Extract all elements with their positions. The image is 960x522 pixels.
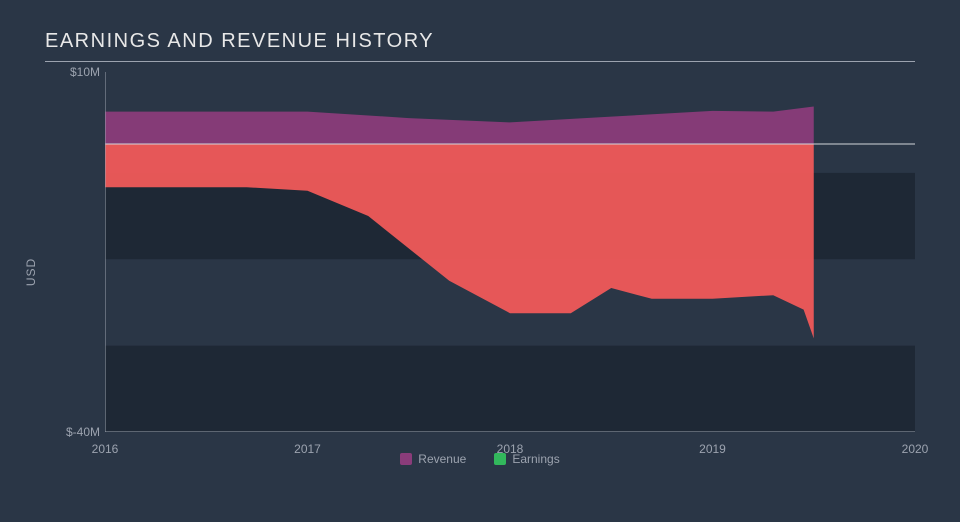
chart-wrap: USD $10M$-40M 20162017201820192020 Reven… xyxy=(45,72,915,472)
y-tick-label: $-40M xyxy=(66,425,100,439)
chart-container: EARNINGS AND REVENUE HISTORY USD $10M$-4… xyxy=(0,0,960,522)
grid-band xyxy=(105,346,915,432)
y-axis-label: USD xyxy=(24,258,38,286)
legend-swatch xyxy=(494,453,506,465)
title-rule xyxy=(45,61,915,62)
legend-label: Earnings xyxy=(512,452,559,466)
legend-swatch xyxy=(400,453,412,465)
plot-area xyxy=(105,72,915,432)
legend-item-revenue: Revenue xyxy=(400,452,466,466)
chart-title: EARNINGS AND REVENUE HISTORY xyxy=(45,30,915,53)
y-tick-label: $10M xyxy=(70,65,100,79)
legend: Revenue Earnings xyxy=(45,452,915,466)
legend-item-earnings: Earnings xyxy=(494,452,559,466)
legend-label: Revenue xyxy=(418,452,466,466)
